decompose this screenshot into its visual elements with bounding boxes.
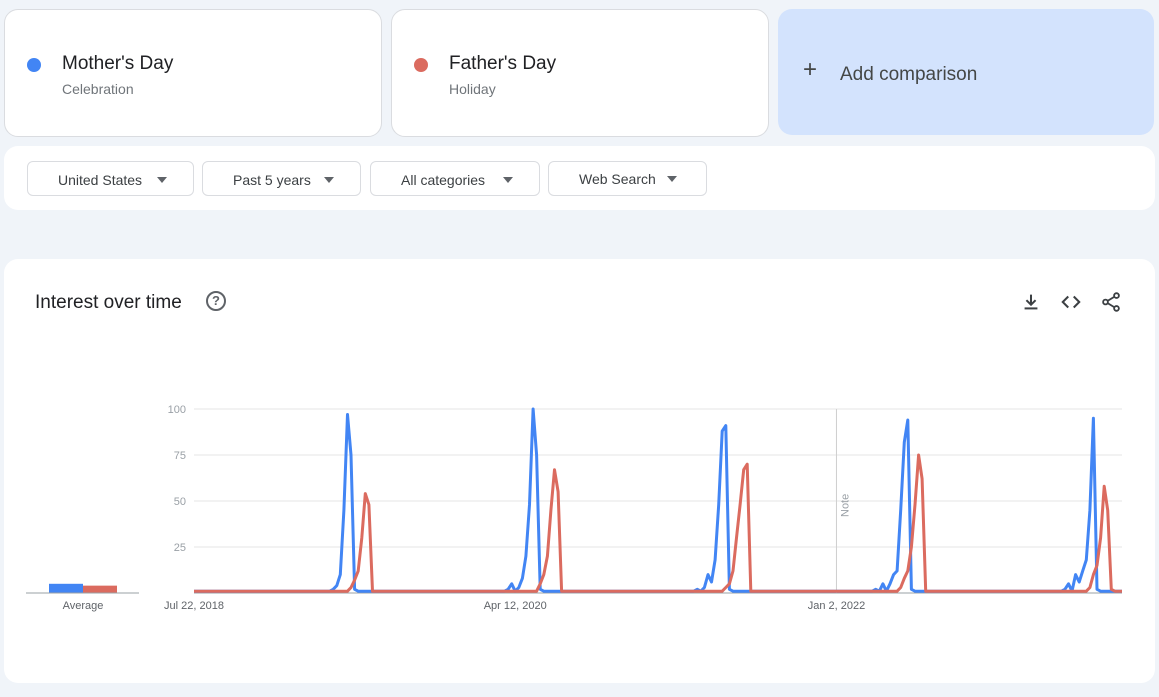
x-tick-label: Apr 12, 2020: [484, 600, 547, 612]
x-tick-label: Jan 2, 2022: [808, 600, 866, 612]
plus-icon: +: [803, 56, 818, 83]
y-tick-label: 50: [174, 496, 186, 508]
term-card-fathers-day[interactable]: Father's Day Holiday: [391, 9, 769, 137]
section-separator: [0, 210, 1159, 234]
average-label: Average: [63, 600, 104, 612]
series-color-dot: [27, 58, 41, 72]
caret-down-icon: [157, 177, 167, 183]
y-tick-label: 75: [174, 450, 186, 462]
term-card-mothers-day[interactable]: Mother's Day Celebration: [4, 9, 382, 137]
term-name[interactable]: Mother's Day: [62, 53, 174, 74]
filter-bar: United States Past 5 years All categorie…: [4, 146, 1155, 210]
property-filter-dropdown[interactable]: Web Search: [548, 161, 707, 196]
embed-icon[interactable]: [1060, 291, 1082, 313]
series-line-1: [194, 453, 1122, 593]
series-line-0: [194, 407, 1122, 593]
average-bar: [83, 585, 117, 593]
x-tick-label: Jul 22, 2018: [164, 600, 224, 612]
category-filter-dropdown[interactable]: All categories: [370, 161, 540, 196]
download-icon[interactable]: [1020, 291, 1042, 313]
share-icon[interactable]: [1100, 291, 1122, 313]
caret-down-icon: [503, 177, 513, 183]
line-chart: 25 50 75 100 Note Jul 22, 2018 Apr 12, 2020 Jan…: [26, 404, 1122, 612]
y-tick-label: 25: [174, 542, 186, 554]
series-color-dot: [414, 58, 428, 72]
add-comparison-button[interactable]: + Add comparison: [778, 9, 1154, 135]
add-comparison-label: Add comparison: [840, 64, 978, 85]
term-name[interactable]: Father's Day: [449, 53, 557, 74]
help-icon[interactable]: ?: [206, 291, 226, 311]
category-filter-label: All categories: [401, 172, 486, 188]
time-filter-label: Past 5 years: [233, 172, 311, 188]
term-category: Celebration: [62, 81, 134, 97]
caret-down-icon: [667, 176, 677, 182]
term-category: Holiday: [449, 81, 496, 97]
interest-over-time-card: Interest over time ? 25 50 75 100 Note Jul 22…: [4, 259, 1155, 683]
y-tick-label: 100: [168, 404, 186, 416]
caret-down-icon: [324, 177, 334, 183]
note-label: Note: [839, 494, 851, 517]
geo-filter-dropdown[interactable]: United States: [27, 161, 194, 196]
average-bar: [49, 583, 83, 593]
property-filter-label: Web Search: [579, 171, 656, 187]
time-filter-dropdown[interactable]: Past 5 years: [202, 161, 361, 196]
geo-filter-label: United States: [58, 172, 143, 188]
chart-title: Interest over time: [35, 292, 182, 313]
